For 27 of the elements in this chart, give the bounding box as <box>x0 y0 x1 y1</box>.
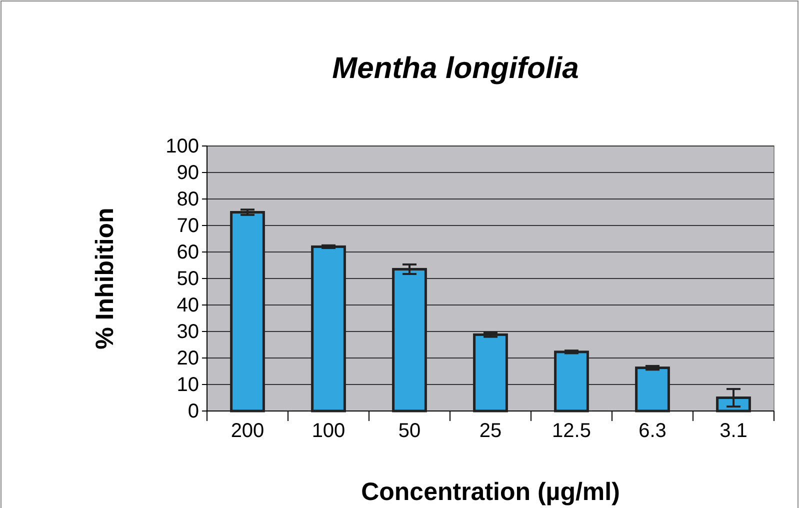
y-tick-label: 10 <box>176 374 199 396</box>
x-tick-label: 12.5 <box>552 420 591 442</box>
y-tick-label: 70 <box>176 214 199 237</box>
y-tick-label: 100 <box>166 135 199 158</box>
bar <box>311 245 346 412</box>
y-tick-label: 0 <box>188 400 199 422</box>
y-tick-label: 30 <box>176 320 199 343</box>
y-tick-label: 50 <box>176 268 199 290</box>
y-tick-label: 60 <box>176 241 199 264</box>
x-tick-label: 3.1 <box>720 420 748 442</box>
bar <box>635 366 670 412</box>
chart-title: Mentha longifolia <box>332 52 579 85</box>
x-tick-label: 25 <box>479 420 502 442</box>
x-tick-label: 50 <box>398 420 421 442</box>
y-tick-label: 90 <box>176 162 199 184</box>
x-tick-label: 200 <box>230 420 264 442</box>
bar <box>473 333 508 412</box>
x-axis-title: Concentration (µg/ml) <box>361 478 620 506</box>
x-tick-label: 6.3 <box>638 420 666 442</box>
bar <box>392 268 427 412</box>
y-tick-label: 20 <box>176 347 199 370</box>
bar <box>230 211 265 412</box>
y-tick-label: 40 <box>176 294 199 316</box>
y-axis-title: % Inhibition <box>91 208 119 350</box>
bar <box>554 350 589 412</box>
y-tick-label: 80 <box>176 188 199 210</box>
x-tick-label: 100 <box>312 420 346 442</box>
